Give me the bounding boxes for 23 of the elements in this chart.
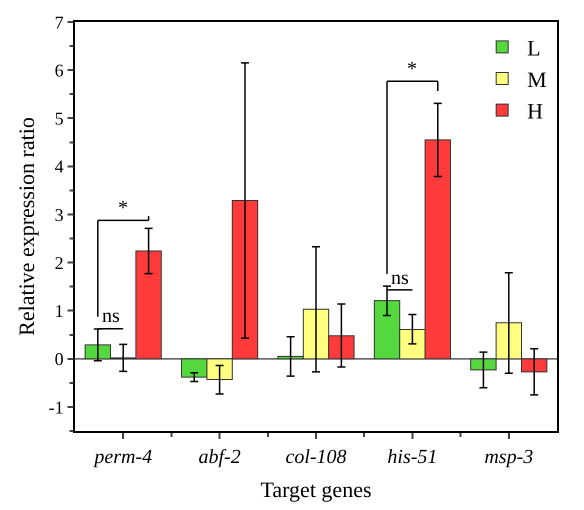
annotation: ns <box>102 305 120 327</box>
x-axis-title: Target genes <box>260 477 372 502</box>
x-tick-label: col-108 <box>285 446 347 468</box>
x-tick-label: msp-3 <box>484 446 534 468</box>
x-tick-label: abf-2 <box>198 446 241 468</box>
annotation: ns <box>391 267 409 289</box>
y-axis-title: Relative expression ratio <box>14 117 39 336</box>
x-tick-label: his-51 <box>387 446 438 468</box>
y-tick-label: 2 <box>54 252 64 273</box>
y-tick-label: 4 <box>54 156 64 177</box>
y-tick-label: 6 <box>54 60 64 80</box>
annotation: * <box>407 58 417 80</box>
y-tick-label: 1 <box>54 301 64 322</box>
annotation: * <box>118 197 128 219</box>
legend-label: M <box>527 67 547 92</box>
x-tick-label: perm-4 <box>92 446 152 468</box>
legend-label: L <box>527 35 541 60</box>
y-tick-label: -1 <box>48 397 64 418</box>
y-tick-label: 7 <box>54 12 64 32</box>
y-tick-label: 3 <box>54 204 64 225</box>
y-tick-label: 0 <box>54 349 64 370</box>
y-tick-label: 5 <box>54 108 64 129</box>
legend-label: H <box>527 98 544 124</box>
